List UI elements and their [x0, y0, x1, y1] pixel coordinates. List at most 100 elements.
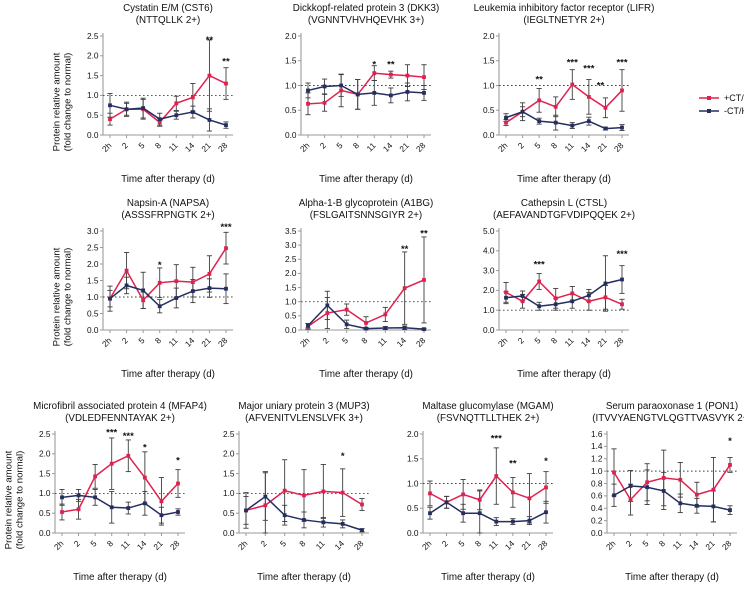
svg-text:1.5: 1.5 — [285, 56, 297, 66]
axes — [102, 33, 233, 136]
series-minus-ct — [428, 500, 548, 524]
series-plus-ct-error-bars — [305, 64, 427, 116]
svg-text:14: 14 — [687, 538, 701, 552]
chart-title-block: Serum paraoxonase 1 (PON1) (ITVVYAENGTVL… — [590, 401, 744, 424]
axes — [300, 228, 431, 331]
series-plus-ct-marker — [93, 474, 98, 479]
series-plus-ct-marker — [586, 299, 591, 304]
series-plus-ct-line — [109, 247, 227, 302]
x-axis-label: Time after therapy (d) — [73, 572, 167, 584]
svg-text:*: * — [158, 260, 162, 271]
svg-text:2h: 2h — [236, 538, 250, 552]
series-minus-ct-error-bars — [243, 472, 365, 533]
svg-text:***: *** — [220, 222, 231, 233]
svg-text:1.5: 1.5 — [483, 56, 495, 66]
series-minus-ct-marker — [207, 286, 212, 291]
svg-text:***: *** — [583, 64, 594, 75]
y-axis-ticks: 0.0 0.5 1.0 1.5 2.0 2.5 — [39, 429, 55, 538]
significance-markers: * — [728, 436, 732, 447]
legend-label: -CT/Healthy — [724, 105, 744, 116]
y-axis-ticks: 0.0 0.5 1.0 1.5 2.0 — [285, 31, 301, 140]
series-plus-ct-marker — [570, 82, 575, 87]
series-minus-ct-marker — [124, 107, 129, 112]
series-plus-ct-marker — [537, 279, 542, 284]
svg-text:2h: 2h — [100, 140, 114, 154]
series-plus-ct-marker — [537, 98, 542, 103]
x-axis-ticks: 2h 2 5 8 11 14 21 28 — [100, 135, 230, 154]
svg-text:5: 5 — [136, 140, 147, 151]
plot-area-a1bg: 0.0 0.5 1.0 1.5 2.0 2.5 3.0 3.5 2h 2 5 8 11 14 28 ** ** — [274, 222, 438, 372]
svg-text:2.0: 2.0 — [483, 285, 495, 295]
significance-markers: *** ***** — [106, 428, 180, 467]
series-plus-ct-error-bars — [59, 437, 181, 526]
x-axis-ticks: 2h 2 5 8 11 14 21 28 — [496, 135, 626, 154]
axes — [300, 33, 431, 136]
x-axis-ticks: 2h 2 5 8 11 14 28 — [236, 533, 366, 552]
svg-text:8: 8 — [473, 538, 484, 549]
svg-text:*: * — [143, 443, 147, 454]
svg-text:2: 2 — [258, 538, 269, 549]
series-plus-ct-marker — [263, 503, 268, 508]
series-plus-ct-marker — [325, 311, 330, 316]
series-minus-ct-marker — [244, 508, 248, 513]
chart-title: Major uniary protein 3 (MUP3) — [238, 401, 370, 413]
series-plus-ct-marker — [570, 291, 575, 296]
chart-title: Cystatin E/M (CST6) — [123, 3, 213, 14]
svg-text:0.0: 0.0 — [483, 130, 495, 140]
svg-text:8: 8 — [359, 335, 370, 346]
svg-text:11: 11 — [119, 538, 132, 551]
svg-text:**: ** — [222, 57, 230, 68]
svg-text:1.5: 1.5 — [39, 469, 51, 479]
svg-text:1.4: 1.4 — [591, 441, 603, 451]
series-plus-ct-marker — [190, 95, 195, 100]
svg-text:0.0: 0.0 — [407, 528, 419, 538]
y-axis-ticks: 0.0 0.5 1.0 1.5 2.0 2.5 3.0 — [87, 226, 103, 335]
svg-text:21: 21 — [519, 538, 533, 552]
chart-title: Serum paraoxonase 1 (PON1) — [605, 401, 739, 413]
svg-text:5: 5 — [88, 538, 99, 549]
chart-title-block: Cathepsin L (CTSL) (AEFAVANDTGFVDIPQQEK … — [482, 198, 646, 221]
series-minus-ct-marker — [628, 484, 633, 489]
series-plus-ct-marker — [340, 490, 345, 495]
series-minus-ct-marker — [157, 304, 162, 309]
svg-text:1.0: 1.0 — [223, 488, 235, 498]
series-plus-ct-marker — [108, 117, 112, 122]
svg-text:8: 8 — [153, 140, 164, 151]
series-plus-ct-error-bars — [427, 447, 549, 524]
y-axis-ticks: 0.0 1.0 2.0 3.0 4.0 5.0 — [483, 226, 499, 335]
series-minus-ct-marker — [372, 91, 377, 95]
svg-text:2h: 2h — [100, 335, 114, 349]
series-minus-ct-marker — [694, 504, 699, 508]
svg-text:14: 14 — [579, 140, 593, 154]
series-minus-ct — [306, 83, 426, 98]
plot-area-mup3: 0.0 0.5 1.0 1.5 2.0 2.5 2h 2 5 8 11 14 28 * — [212, 425, 376, 575]
svg-text:***: *** — [106, 428, 117, 439]
x-axis-ticks: 2h 2 5 8 11 14 28 — [298, 330, 428, 349]
series-minus-ct-marker — [570, 299, 575, 304]
legend: +CT/Healthy -CT/Healthy — [698, 91, 744, 117]
significance-markers: *** *** — [534, 249, 628, 271]
x-axis-label: Time after therapy (d) — [319, 174, 413, 186]
series-minus-ct-marker — [141, 106, 146, 111]
chart-lifr: Leukemia inhibitory factor receptor (LIF… — [472, 3, 655, 185]
svg-text:0.0: 0.0 — [285, 325, 297, 335]
series-plus-ct-marker — [477, 498, 482, 503]
plot-svg: 0.00.51.01.52.02.52h 2 5 8 11 14 21 28*** ***** — [39, 428, 185, 552]
svg-text:28: 28 — [720, 538, 734, 552]
plot-svg: 0.0 0.2 0.4 0.6 0.8 1.0 1.2 1.4 1.6 2h 2 5 8 11 14 21 28… — [591, 429, 737, 552]
svg-text:2.0: 2.0 — [87, 259, 99, 269]
svg-text:21: 21 — [703, 538, 717, 552]
series-minus-ct-marker — [620, 277, 624, 282]
svg-text:5: 5 — [532, 140, 543, 151]
plot-svg: 0.0 1.0 2.0 3.0 4.0 5.0 2h 2 5 8 11 14 21 28 *** *** — [483, 226, 629, 349]
x-axis-ticks: 2h 2 5 8 11 14 21 28 — [604, 533, 734, 552]
plot-area-lifr: 0.0 0.5 1.0 1.5 2.0 2h 2 5 8 11 14 21 28 ** *** *** ** **… — [472, 27, 636, 177]
series-plus-ct-marker — [645, 480, 650, 485]
series-plus-ct — [504, 82, 624, 125]
series-plus-ct-marker — [620, 302, 624, 307]
svg-text:3.0: 3.0 — [483, 266, 495, 276]
series-minus-ct-marker — [553, 120, 558, 125]
chart-title-block: Major uniary protein 3 (MUP3) (AFVENITVL… — [222, 401, 386, 424]
series-minus-ct-marker — [504, 296, 508, 300]
svg-text:0.4: 0.4 — [591, 503, 603, 513]
